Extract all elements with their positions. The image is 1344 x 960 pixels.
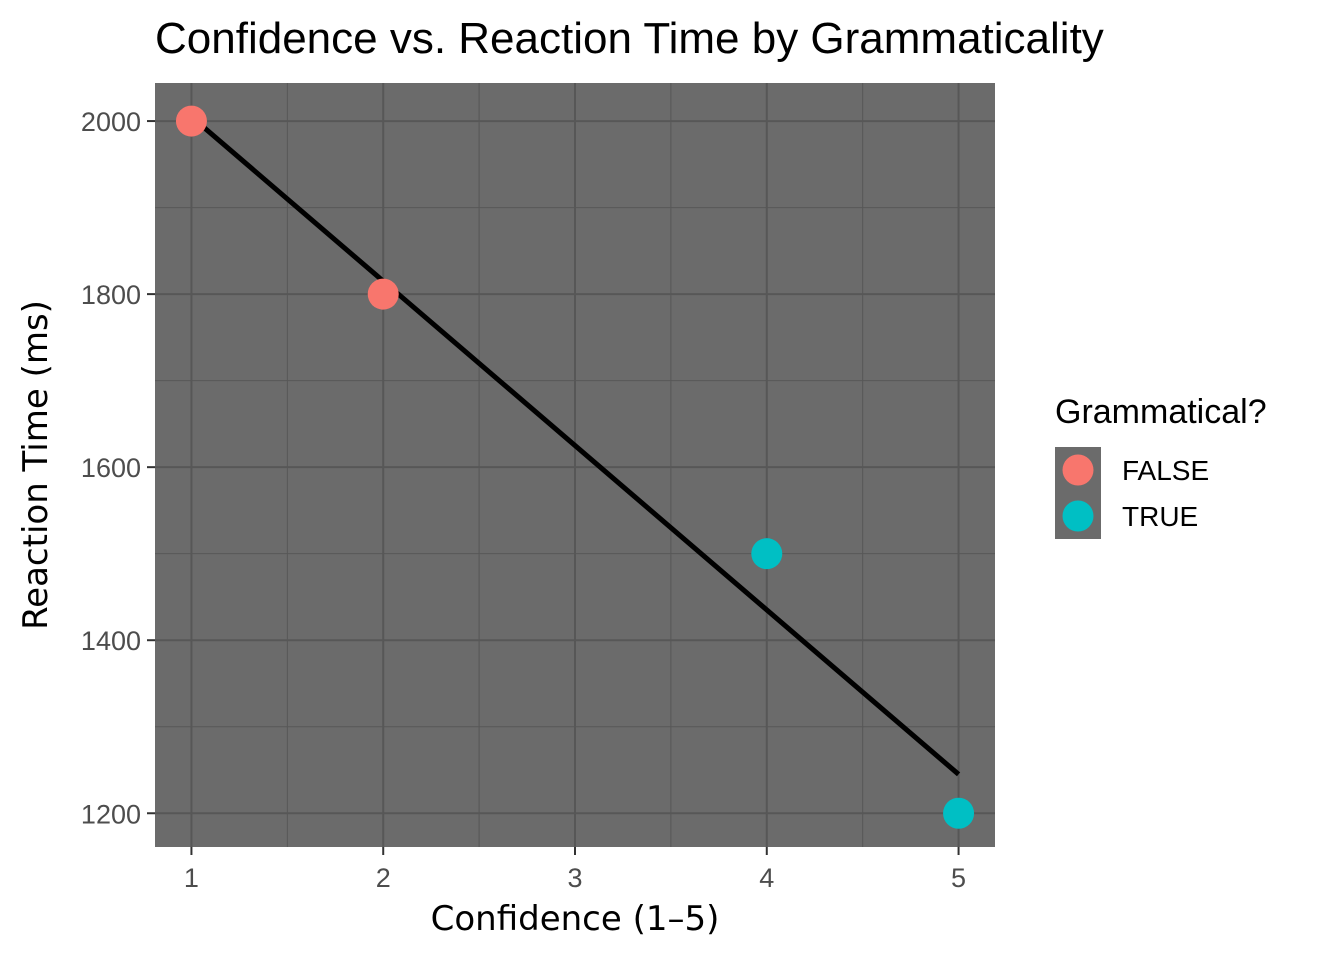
legend-key-false: [1062, 454, 1094, 486]
y-tick-label: 2000: [81, 107, 141, 137]
y-axis-title: Reaction Time (ms): [16, 300, 56, 630]
x-tick-label: 5: [951, 863, 966, 893]
y-tick-label: 1600: [81, 453, 141, 483]
y-tick-label: 1400: [81, 626, 141, 656]
major-gridlines: [155, 83, 995, 847]
x-tick-label: 4: [759, 863, 774, 893]
x-tick-label: 1: [184, 863, 199, 893]
trend-line-group: [189, 114, 961, 777]
legend: Grammatical? FALSE TRUE: [1055, 393, 1267, 539]
legend-label-false: FALSE: [1122, 455, 1209, 486]
x-tick-label: 2: [376, 863, 391, 893]
trend-line: [189, 114, 961, 777]
chart-title: Confidence vs. Reaction Time by Grammati…: [155, 14, 1104, 63]
x-tick-label: 3: [567, 863, 582, 893]
y-tick-label: 1200: [81, 799, 141, 829]
legend-key-true: [1062, 500, 1094, 532]
data-point-true: [751, 538, 783, 570]
data-points: [175, 105, 975, 829]
legend-label-true: TRUE: [1122, 501, 1198, 532]
legend-items: FALSE TRUE: [1062, 454, 1209, 532]
legend-title: Grammatical?: [1055, 393, 1267, 431]
x-axis-title: Confidence (1–5): [431, 899, 720, 939]
x-axis-ticks: 1 2 3 4 5: [184, 847, 966, 893]
y-axis-ticks: 1200 1400 1600 1800 2000: [81, 107, 155, 829]
y-tick-label: 1800: [81, 280, 141, 310]
data-point-true: [943, 797, 975, 829]
data-point-false: [367, 278, 399, 310]
data-point-false: [175, 105, 207, 137]
